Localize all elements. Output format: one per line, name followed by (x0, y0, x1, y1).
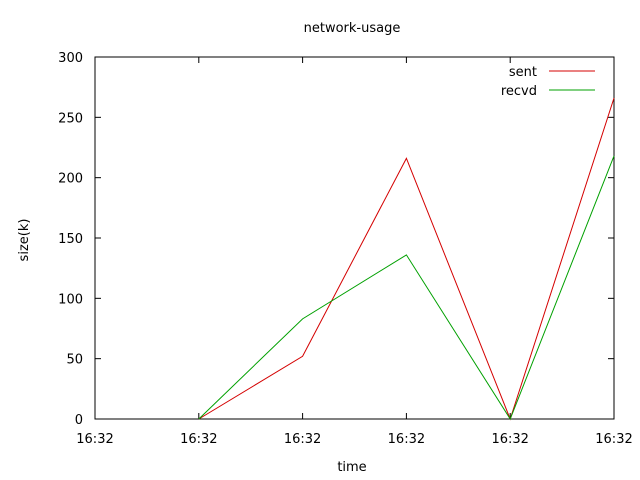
plot-frame (94, 56, 615, 420)
x-tick-label: 16:32 (491, 432, 528, 447)
series-line-recvd (198, 155, 615, 421)
x-tick-label: 16:32 (388, 432, 425, 447)
x-tick-label: 16:32 (595, 432, 632, 447)
chart-title: network-usage (304, 21, 401, 36)
x-axis-label: time (337, 460, 366, 475)
legend-label-recvd: recvd (501, 84, 537, 99)
y-tick-label: 150 (58, 232, 83, 247)
y-tick-label: 50 (66, 353, 83, 368)
y-tick-label: 200 (58, 172, 83, 187)
y-axis-label: size(k) (17, 219, 32, 262)
x-tick-label: 16:32 (76, 432, 113, 447)
x-tick-label: 16:32 (180, 432, 217, 447)
series-line-sent (198, 97, 615, 421)
series-lines (198, 97, 615, 421)
legend-label-sent: sent (509, 65, 537, 80)
y-tick-label: 0 (75, 413, 83, 428)
axes: 0 50 100 150 200 250 300 16:32 16:32 16:32 16:32 16… (58, 51, 633, 447)
y-tick-label: 100 (58, 292, 83, 307)
x-tick-label: 16:32 (284, 432, 321, 447)
legend: sent recvd (501, 65, 595, 99)
y-tick-label: 250 (58, 111, 83, 126)
y-tick-label: 300 (58, 51, 83, 66)
